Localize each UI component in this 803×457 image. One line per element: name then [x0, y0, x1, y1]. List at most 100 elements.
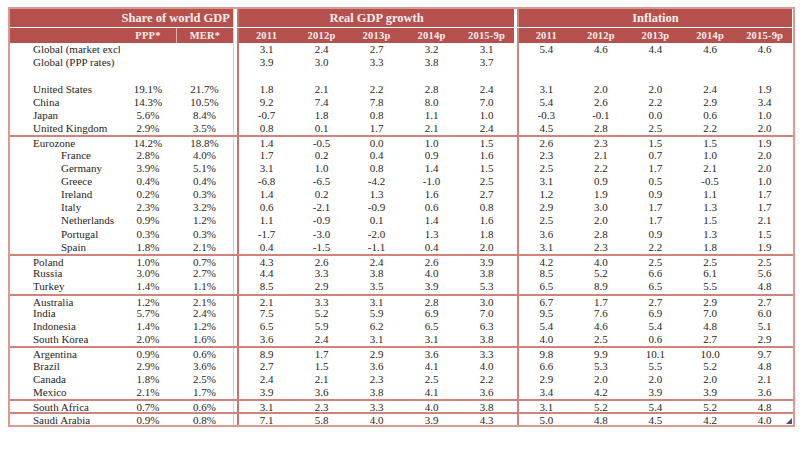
inflation-cell: 2.2 — [683, 122, 738, 135]
gdp-cell: 4.0 — [349, 414, 404, 425]
inflation-cell: 5.4 — [628, 320, 683, 333]
country-name: Turkey — [10, 280, 120, 293]
inflation-cell: 1.9 — [737, 83, 792, 96]
inflation-cell: 2.3 — [519, 149, 574, 162]
gdp-cell: 8.9 — [239, 348, 294, 359]
gdp-cell: 4.0 — [404, 401, 459, 412]
inflation-cell: 2.0 — [737, 162, 792, 175]
inflation-cell: 7.0 — [683, 307, 738, 320]
mer-share-cell: 0.6% — [176, 401, 233, 412]
inflation-cell: 0.7 — [628, 149, 683, 162]
gdp-cell: 9.2 — [239, 96, 294, 109]
gdp-cell: 8.5 — [239, 280, 294, 293]
inflation-cell: 2.0 — [628, 373, 683, 386]
gdp-cell: 0.8 — [239, 122, 294, 135]
mer-share-cell: 21.7% — [176, 83, 233, 96]
gdp-cell: 1.8 — [239, 83, 294, 96]
inflation-cell: 2.1 — [737, 373, 792, 386]
ppp-share-cell: 0.7% — [120, 401, 176, 412]
inflation-header: Inflation — [519, 9, 792, 27]
inflation-cell: 5.4 — [628, 401, 683, 412]
country-name: Netherlands — [10, 214, 120, 227]
ppp-share-cell — [120, 69, 176, 82]
inflation-cell: 6.1 — [683, 267, 738, 280]
mer-share-cell: 1.2% — [176, 214, 233, 227]
gdp-cell: 4.0 — [404, 267, 459, 280]
inflation-cell: 9.8 — [519, 348, 574, 359]
gdp-cell: 5.9 — [294, 320, 349, 333]
gdp-cell: 3.8 — [404, 56, 459, 69]
inflation-cell: 1.0 — [737, 109, 792, 122]
country-name: South Korea — [10, 333, 120, 346]
mer-share-cell — [176, 43, 233, 56]
gdp-cell: 3.3 — [349, 56, 404, 69]
table-row: Canada 1.8% 2.5% 2.4 2.1 2.3 2.5 2.2 2.9… — [10, 373, 793, 386]
gdp-cell: 6.5 — [239, 320, 294, 333]
inflation-cell: 4.2 — [519, 256, 574, 267]
country-name: Brazil — [10, 360, 120, 373]
gdp-cell: -0.9 — [294, 214, 349, 227]
gdp-cell: 2.1 — [404, 122, 459, 135]
inflation-cell: 1.1 — [683, 188, 738, 201]
inflation-cell: 1.5 — [628, 137, 683, 148]
inflation-cell: 2.8 — [574, 122, 629, 135]
ppp-share-cell: 1.8% — [120, 241, 176, 254]
gdp-cell: -0.5 — [294, 137, 349, 148]
gdp-cell: 0.8 — [349, 109, 404, 122]
country-name: Japan — [10, 109, 120, 122]
gdp-cell: 3.9 — [404, 280, 459, 293]
inflation-year-header: 2014p — [683, 28, 738, 43]
gdp-cell — [239, 69, 294, 82]
gdp-cell: 2.6 — [404, 256, 459, 267]
table-row: South Korea 2.0% 1.6% 3.6 2.4 3.1 3.1 3.… — [10, 333, 793, 346]
inflation-year-header: 2011 — [519, 28, 574, 43]
country-name: Argentina — [10, 348, 120, 359]
gdp-cell: 3.1 — [239, 43, 294, 56]
inflation-cell: 2.9 — [519, 201, 574, 214]
table-row: United States 19.1% 21.7% 1.8 2.1 2.2 2.… — [10, 83, 793, 96]
inflation-cell: 4.0 — [574, 256, 629, 267]
gdp-cell: 3.8 — [459, 333, 514, 346]
inflation-cell: 4.0 — [519, 333, 574, 346]
country-name: Global (market exchange rates) — [10, 43, 120, 56]
inflation-cell: 2.5 — [628, 122, 683, 135]
ppp-share-cell: 0.2% — [120, 188, 176, 201]
inflation-cell: 4.4 — [628, 43, 683, 56]
inflation-cell: 8.5 — [519, 267, 574, 280]
inflation-cell: 2.2 — [628, 96, 683, 109]
ppp-share-cell: 0.9% — [120, 414, 176, 425]
gdp-cell: 2.4 — [349, 256, 404, 267]
inflation-cell: 3.6 — [519, 228, 574, 241]
gdp-cell: 2.4 — [459, 83, 514, 96]
gdp-cell: 3.0 — [294, 56, 349, 69]
inflation-cell: 4.2 — [683, 414, 738, 425]
country-name: Canada — [10, 373, 120, 386]
gdp-cell: 3.3 — [294, 267, 349, 280]
inflation-cell: 2.0 — [683, 373, 738, 386]
inflation-cell — [683, 56, 738, 69]
gdp-cell — [404, 69, 459, 82]
gdp-year-header: 2013p — [349, 28, 404, 43]
ppp-share-cell: 5.6% — [120, 109, 176, 122]
gdp-cell: 3.5 — [349, 280, 404, 293]
inflation-cell: 2.0 — [574, 214, 629, 227]
inflation-cell: 3.1 — [519, 401, 574, 412]
gdp-cell: 1.6 — [459, 214, 514, 227]
inflation-cell: 3.6 — [737, 386, 792, 399]
inflation-cell: -0.3 — [519, 109, 574, 122]
country-name: Eurozone — [10, 137, 120, 148]
gdp-cell: 7.8 — [349, 96, 404, 109]
mer-share-cell: 1.7% — [176, 386, 233, 399]
country-name: Ireland — [10, 188, 120, 201]
gdp-cell: 3.0 — [459, 296, 514, 307]
inflation-cell: 7.6 — [574, 307, 629, 320]
table-row: Russia 3.0% 2.7% 4.4 3.3 3.8 4.0 3.8 8.5… — [10, 267, 793, 280]
gdp-cell: 2.7 — [349, 43, 404, 56]
gdp-cell: 6.5 — [404, 320, 459, 333]
country-name: Australia — [10, 296, 120, 307]
inflation-cell: 2.0 — [574, 373, 629, 386]
gdp-cell: 0.8 — [349, 162, 404, 175]
gdp-cell: 1.3 — [349, 188, 404, 201]
gdp-cell: 3.6 — [404, 348, 459, 359]
inflation-cell: 5.2 — [574, 267, 629, 280]
